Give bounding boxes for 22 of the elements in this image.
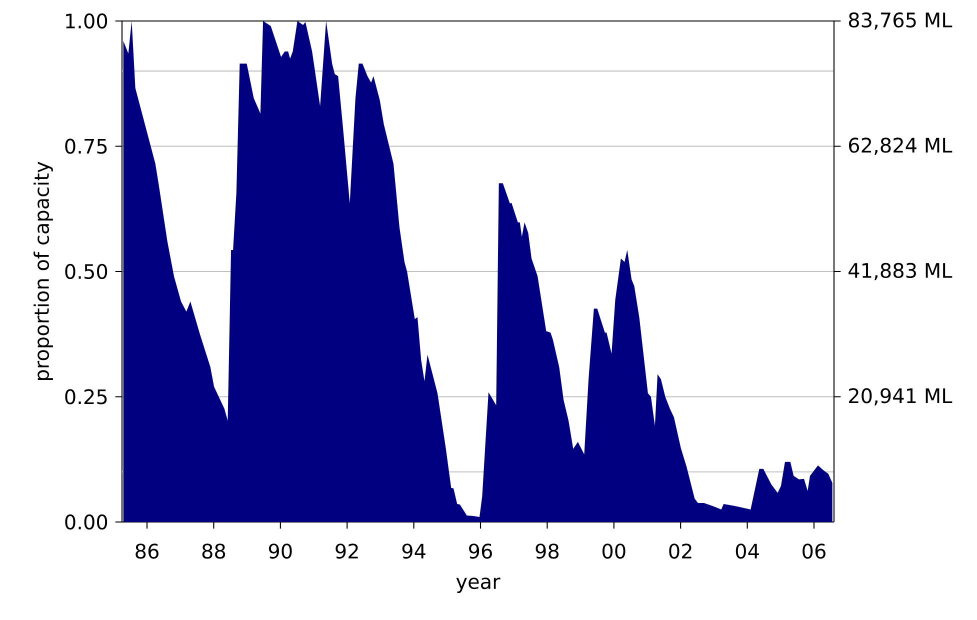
x-tick-label: 94 — [402, 544, 426, 559]
y2-tick-label: 20,941 ML — [849, 388, 952, 406]
x-tick-label: 90 — [268, 544, 292, 559]
y-tick-label: 0.75 — [65, 138, 107, 154]
y2-tick-label: 62,824 ML — [848, 138, 952, 155]
y2-tick-label: 41,883 ML — [848, 262, 952, 280]
x-tick-label: 06 — [802, 544, 826, 559]
x-tick-label: 86 — [136, 544, 158, 559]
x-tick-label: 04 — [736, 544, 759, 559]
x-axis-title: year — [456, 578, 500, 594]
y2-tick-label: 83,765 ML — [848, 12, 952, 30]
x-tick-label: 92 — [336, 544, 358, 559]
y-tick-label: 0.50 — [65, 264, 108, 280]
y-tick-label: 0.25 — [65, 389, 107, 404]
x-tick-label: 02 — [669, 544, 692, 559]
y-tick-label: 1.00 — [66, 13, 108, 29]
x-tick-label: 98 — [536, 544, 559, 559]
y-tick-label: 0.00 — [65, 514, 108, 530]
x-tick-label: 88 — [202, 544, 226, 559]
x-tick-label: 00 — [602, 544, 626, 559]
y-axis-title: proportion of capacity — [34, 162, 53, 380]
x-tick-label: 96 — [469, 544, 492, 559]
